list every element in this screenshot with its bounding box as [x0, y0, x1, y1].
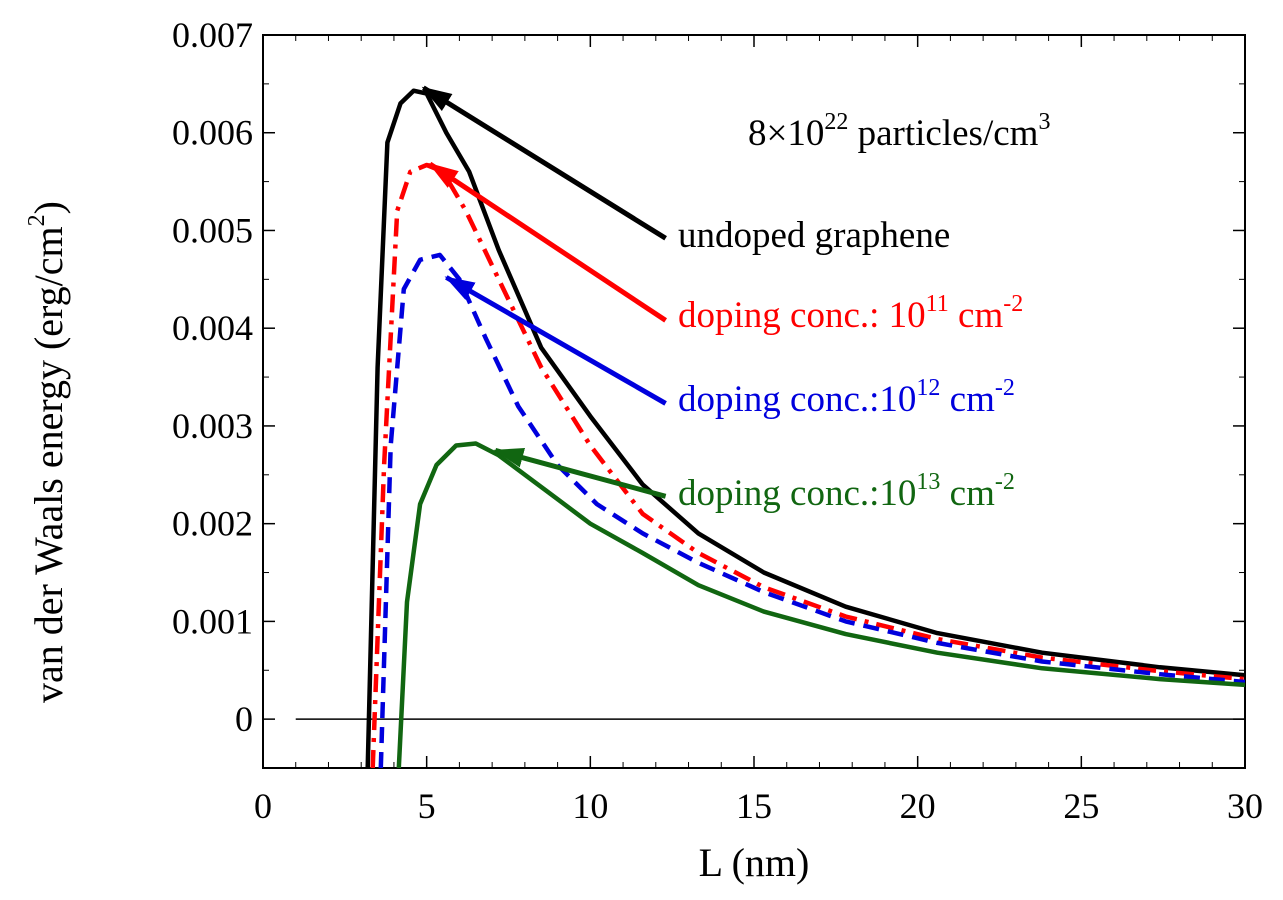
y-axis-label: van der Waals energy (erg/cm2): [24, 201, 71, 703]
y-tick-label: 0.006: [172, 113, 253, 153]
x-axis-label-text: L (nm): [699, 840, 810, 885]
series-label-doping-13-main: doping conc.:10: [678, 473, 916, 514]
x-tick-label: 0: [254, 786, 272, 826]
series-curves: [365, 88, 1245, 768]
series-label-undoped: undoped graphene: [678, 215, 950, 256]
y-tick-label: 0: [235, 699, 253, 739]
y-tick-label: 0.007: [172, 15, 253, 55]
x-tick-label: 25: [1063, 786, 1099, 826]
series-label-doping-11-main: doping conc.: 10: [678, 295, 926, 336]
x-tick-label: 5: [418, 786, 436, 826]
series-label-doping-13-exp2: -2: [995, 469, 1015, 495]
x-axis-label: L (nm): [699, 840, 810, 885]
density-annotation-exp1: 22: [824, 109, 848, 135]
y-axis-label-main: van der Waals energy (erg/cm: [26, 226, 71, 703]
series-label-doping-13: doping conc.:1013 cm-2: [678, 469, 1015, 514]
series-line-0: [365, 88, 1245, 768]
series-arrow-3: [493, 447, 667, 499]
series-arrow-2: [444, 275, 667, 406]
y-tick-label: 0.003: [172, 406, 253, 446]
series-labels: undoped graphene doping conc.: 1011 cm-2…: [678, 215, 1023, 514]
y-tick-label: 0.001: [172, 601, 253, 641]
series-label-doping-11-unit: cm: [949, 295, 1004, 336]
series-arrow-0: [421, 85, 667, 241]
series-label-doping-12-unit: cm: [940, 379, 995, 420]
y-tick-label: 0.004: [172, 308, 253, 348]
y-tick-label: 0.005: [172, 210, 253, 250]
series-label-doping-11-exp: 11: [926, 291, 949, 317]
series-line-1: [370, 162, 1245, 768]
series-label-doping-12-main: doping conc.:10: [678, 379, 916, 420]
y-axis-label-sup: 2: [24, 214, 50, 226]
series-label-doping-13-unit: cm: [940, 473, 995, 514]
density-annotation-text: 8×1022 particles/cm3: [748, 109, 1050, 154]
series-line-3: [396, 441, 1245, 768]
density-annotation-exp2: 3: [1038, 109, 1050, 135]
x-tick-label: 30: [1227, 786, 1263, 826]
series-arrow-1: [428, 161, 668, 323]
x-tick-label: 20: [900, 786, 936, 826]
y-axis-label-close: ): [26, 201, 71, 214]
series-label-doping-12: doping conc.:1012 cm-2: [678, 375, 1015, 420]
series-label-undoped-main: undoped graphene: [678, 215, 950, 256]
density-annotation-main: 8×10: [748, 113, 824, 154]
series-label-doping-11-exp2: -2: [1003, 291, 1023, 317]
density-annotation: 8×1022 particles/cm3: [748, 109, 1050, 154]
x-tick-label: 10: [572, 786, 608, 826]
x-tick-label: 15: [736, 786, 772, 826]
plot-area: 0 5 10 15 20 25 30 0 0.001 0.002 0.003 0.004 0.005 0.…: [172, 15, 1263, 826]
series-label-doping-12-exp: 12: [916, 375, 940, 401]
y-tick-label: 0.002: [172, 504, 253, 544]
y-axis-label-text: van der Waals energy (erg/cm2): [24, 201, 71, 703]
series-label-doping-12-exp2: -2: [995, 375, 1015, 401]
series-label-doping-13-exp: 13: [916, 469, 940, 495]
series-label-doping-11: doping conc.: 1011 cm-2: [678, 291, 1023, 336]
density-annotation-mid: particles/cm: [848, 113, 1038, 154]
series-line-2: [378, 252, 1245, 768]
